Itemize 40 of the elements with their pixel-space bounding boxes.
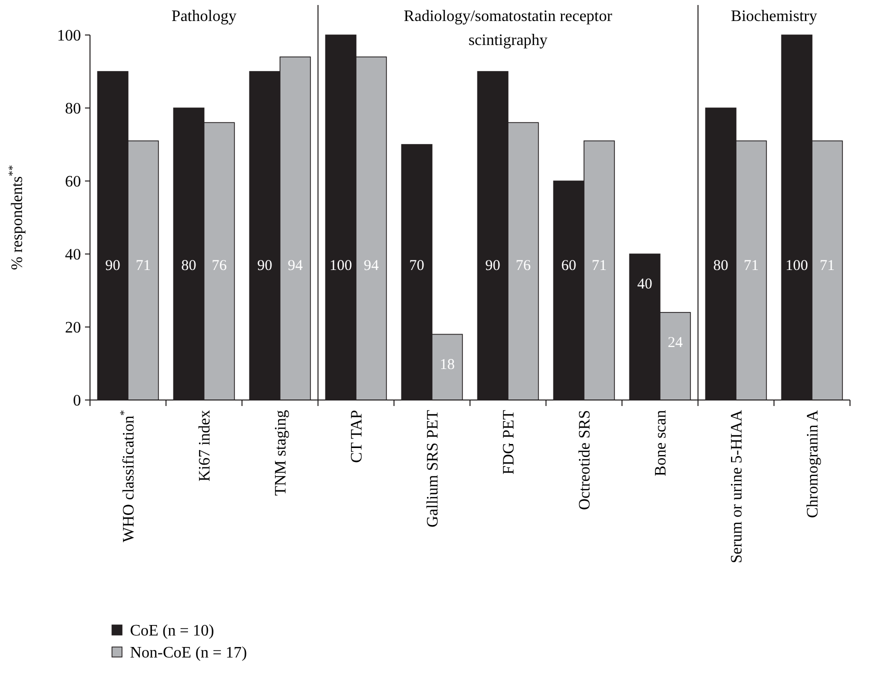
data-label: 71 xyxy=(744,258,759,274)
y-tick-label: 80 xyxy=(65,100,81,118)
data-label: 40 xyxy=(637,276,652,292)
text: Pathology xyxy=(172,8,236,25)
x-tick-label: TNM staging xyxy=(272,410,290,496)
x-tick-label: Bone scan xyxy=(652,410,670,476)
x-tick-label: Octreotide SRS xyxy=(576,410,594,510)
data-label: 60 xyxy=(561,258,576,274)
x-tick-label: Serum or urine 5-HIAA xyxy=(728,410,746,564)
x-tick-label: FDG PET xyxy=(500,410,518,474)
data-label: 94 xyxy=(364,258,380,274)
data-label: 24 xyxy=(668,334,684,351)
x-tick-label: Chromogranin A xyxy=(804,410,822,518)
data-label: 76 xyxy=(212,258,228,274)
x-tick-label: Ki67 index xyxy=(196,410,214,482)
data-label: 90 xyxy=(105,258,120,274)
text: Biochemistry xyxy=(730,8,818,25)
data-label: 80 xyxy=(181,258,196,274)
data-label: 90 xyxy=(485,258,500,274)
y-tick-label: 20 xyxy=(65,320,81,337)
data-label: 80 xyxy=(713,258,728,274)
y-tick-label: 100 xyxy=(57,28,81,45)
legend-label: Non-CoE (n = 17) xyxy=(130,644,248,662)
data-label: 94 xyxy=(288,258,304,274)
data-label: 100 xyxy=(330,258,352,274)
data-label: 76 xyxy=(516,258,532,274)
y-tick-label: 0 xyxy=(73,392,81,410)
data-label: 70 xyxy=(409,258,424,274)
legend-label: CoE (n = 10) xyxy=(130,622,214,640)
annotation: Radiology/somatostatin receptor scintigraphy xyxy=(404,8,613,49)
data-label: 71 xyxy=(592,258,607,274)
data-label: 71 xyxy=(820,258,835,274)
x-tick-label: CT TAP xyxy=(348,410,366,463)
x-tick-label: Gallium SRS PET xyxy=(424,410,442,528)
data-label: 71 xyxy=(136,258,151,274)
data-label: 100 xyxy=(786,258,808,274)
y-tick-label: 40 xyxy=(65,246,81,264)
data-label: 18 xyxy=(440,356,455,373)
data-label: 90 xyxy=(257,258,272,274)
y-tick-label: 60 xyxy=(65,174,81,191)
